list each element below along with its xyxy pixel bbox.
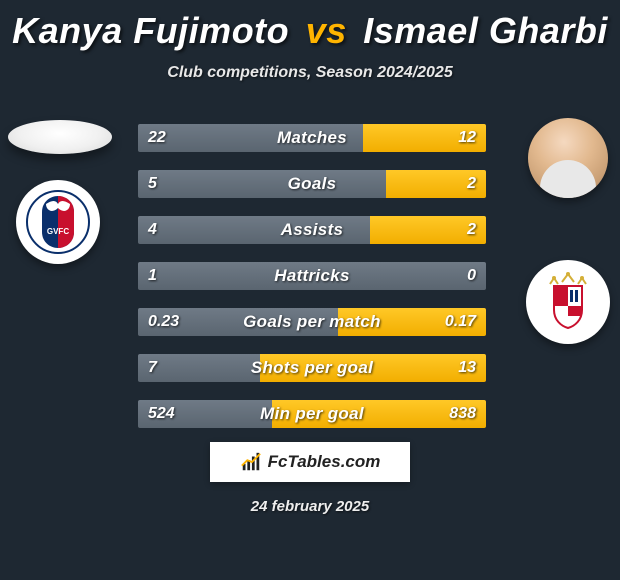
stat-row: Min per goal524 838 [138,400,486,428]
stat-value-right: 2 [457,170,486,198]
stat-label: Shots per goal [138,354,486,382]
player1-club-badge: GVFC [16,180,100,264]
stat-value-left: 22 [138,124,176,152]
stat-label: Matches [138,124,486,152]
stat-value-right: 0 [457,262,486,290]
brand-text: FcTables.com [268,452,381,472]
stat-row: Assists4 2 [138,216,486,244]
player1-name: Kanya Fujimoto [12,10,289,51]
stat-label: Assists [138,216,486,244]
player2-club-badge [526,260,610,344]
stat-value-left: 5 [138,170,167,198]
brand-badge: FcTables.com [210,442,410,482]
player1-avatar [8,120,112,154]
player2-name: Ismael Gharbi [363,10,608,51]
club2-crest-icon [536,270,600,334]
vs-label: vs [306,10,347,51]
stat-label: Goals per match [138,308,486,336]
stat-value-right: 2 [457,216,486,244]
stat-value-left: 1 [138,262,167,290]
stat-value-right: 12 [448,124,486,152]
svg-text:GVFC: GVFC [47,227,69,236]
stat-value-right: 0.17 [435,308,486,336]
stats-bars: Matches2212Goals52Assists42Hattricks10Go… [138,124,486,446]
stat-label: Min per goal [138,400,486,428]
comparison-title: Kanya Fujimoto vs Ismael Gharbi [0,0,620,52]
stat-label: Hattricks [138,262,486,290]
club1-crest-icon: GVFC [26,190,90,254]
stat-value-left: 0.23 [138,308,189,336]
player2-avatar [528,118,608,198]
infographic-date: 24 february 2025 [0,498,620,515]
stat-label: Goals [138,170,486,198]
brand-chart-icon [240,451,262,473]
subtitle: Club competitions, Season 2024/2025 [0,64,620,82]
stat-value-left: 4 [138,216,167,244]
stat-row: Goals per match0.23 0.17 [138,308,486,336]
stat-row: Matches22 12 [138,124,486,152]
stat-row: Goals5 2 [138,170,486,198]
stat-row: Shots per goal7 13 [138,354,486,382]
stat-value-left: 7 [138,354,167,382]
stat-value-right: 13 [448,354,486,382]
stat-row: Hattricks1 0 [138,262,486,290]
stat-value-left: 524 [138,400,185,428]
stat-value-right: 838 [439,400,486,428]
